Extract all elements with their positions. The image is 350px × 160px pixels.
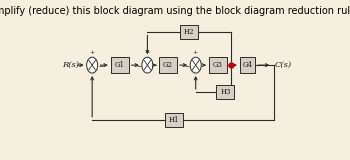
Text: R(s): R(s) — [63, 61, 79, 69]
Text: Simplify (reduce) this block diagram using the block diagram reduction rules.: Simplify (reduce) this block diagram usi… — [0, 6, 350, 16]
Bar — [209, 57, 227, 73]
Bar — [180, 25, 198, 39]
Text: H3: H3 — [220, 88, 231, 96]
Circle shape — [87, 57, 98, 73]
Bar — [216, 85, 235, 99]
Bar — [240, 57, 255, 73]
Bar — [111, 57, 129, 73]
Text: +: + — [144, 50, 149, 55]
Bar — [164, 113, 183, 127]
Text: G3: G3 — [213, 61, 223, 69]
Circle shape — [142, 57, 153, 73]
Text: +: + — [89, 50, 94, 55]
Text: G2: G2 — [163, 61, 173, 69]
Text: C(s): C(s) — [274, 61, 292, 69]
Text: H1: H1 — [168, 116, 179, 124]
Text: H2: H2 — [183, 28, 194, 36]
Text: +: + — [193, 50, 198, 55]
Bar — [159, 57, 177, 73]
Text: −: − — [136, 64, 141, 69]
Text: −: − — [184, 64, 189, 69]
Text: G4: G4 — [243, 61, 252, 69]
Circle shape — [190, 57, 201, 73]
Text: G1: G1 — [115, 61, 125, 69]
Text: −: − — [98, 64, 104, 69]
